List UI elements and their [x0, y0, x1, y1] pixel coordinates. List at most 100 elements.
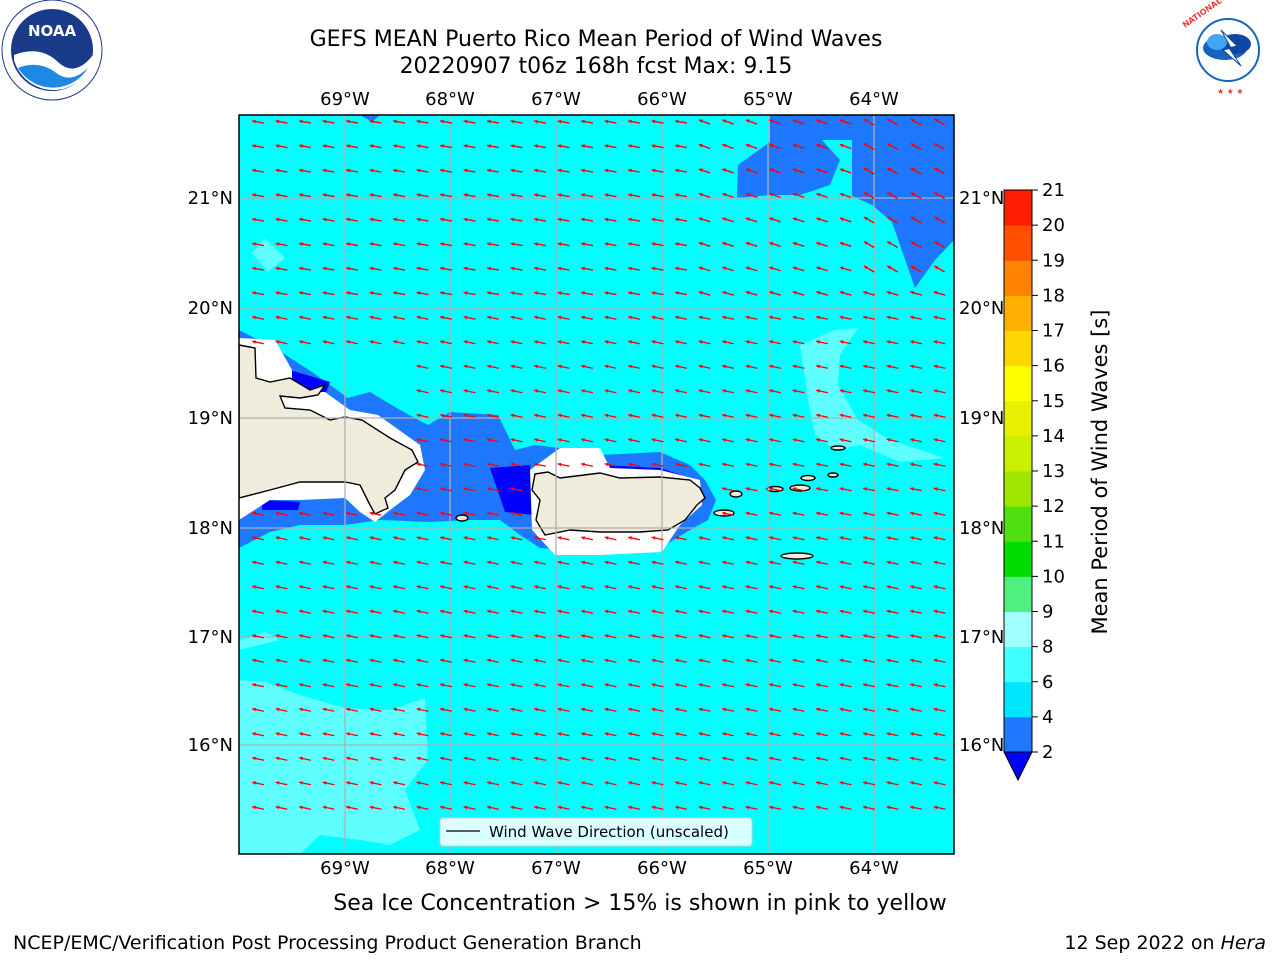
wave-direction-arrow	[792, 462, 805, 467]
wave-direction-arrow	[486, 462, 500, 467]
wave-direction-arrow	[275, 315, 288, 320]
wave-direction-arrow	[627, 585, 641, 590]
wave-direction-arrow	[886, 609, 899, 614]
wave-direction-arrow	[345, 756, 359, 761]
colorbar-label: Mean Period of Wind Waves [s]	[1088, 310, 1112, 635]
wave-direction-arrow	[416, 389, 429, 394]
wave-direction-arrow	[369, 536, 382, 541]
wave-direction-arrow	[580, 389, 594, 394]
wave-direction-arrow	[463, 315, 476, 320]
wave-direction-arrow	[792, 707, 805, 712]
wave-direction-arrow	[345, 168, 359, 173]
wave-direction-arrow	[439, 658, 453, 663]
wave-direction-arrow	[769, 119, 781, 125]
wave-direction-arrow	[322, 340, 335, 345]
wave-direction-arrow	[463, 536, 476, 541]
wave-direction-arrow	[557, 315, 570, 320]
wave-direction-arrow	[651, 609, 664, 614]
wave-direction-arrow	[392, 217, 406, 222]
wave-direction-arrow	[768, 364, 782, 369]
wave-direction-arrow	[510, 536, 523, 541]
wave-direction-arrow	[769, 143, 781, 150]
wave-direction-arrow	[510, 291, 523, 296]
wave-direction-arrow	[792, 290, 805, 296]
wave-direction-arrow	[439, 707, 453, 712]
wave-direction-arrow	[674, 732, 688, 737]
wave-direction-arrow	[510, 805, 523, 810]
wave-direction-arrow	[721, 585, 735, 590]
wave-direction-arrow	[816, 119, 828, 125]
wave-direction-arrow	[416, 609, 429, 614]
wave-direction-arrow	[815, 634, 829, 639]
wave-direction-arrow	[863, 290, 875, 296]
wave-direction-arrow	[298, 781, 312, 786]
wave-direction-arrow	[674, 560, 688, 565]
wave-direction-arrow	[627, 119, 641, 124]
wave-direction-arrow	[533, 413, 547, 418]
wave-direction-arrow	[815, 340, 829, 345]
wave-direction-arrow	[322, 315, 335, 320]
wave-direction-arrow	[486, 340, 500, 345]
wave-direction-arrow	[815, 683, 829, 688]
wave-direction-arrow	[721, 487, 735, 492]
wave-direction-arrow	[510, 756, 523, 761]
wave-direction-arrow	[439, 511, 453, 516]
wave-direction-arrow	[627, 683, 641, 688]
wave-direction-arrow	[792, 364, 805, 369]
wave-direction-arrow	[886, 191, 899, 200]
wave-direction-arrow	[815, 560, 829, 565]
wave-direction-arrow	[510, 119, 523, 124]
wave-direction-arrow	[604, 291, 617, 296]
wave-direction-arrow	[792, 389, 805, 394]
wave-direction-arrow	[627, 438, 641, 443]
colorbar-tick-label: 21	[1042, 180, 1065, 201]
wave-direction-arrow	[627, 266, 641, 271]
wave-direction-arrow	[580, 609, 594, 614]
wave-direction-arrow	[792, 536, 805, 541]
wave-direction-arrow	[674, 291, 688, 296]
wave-direction-arrow	[839, 487, 852, 492]
wave-direction-arrow	[722, 192, 734, 199]
wave-direction-arrow	[416, 242, 429, 247]
wave-direction-arrow	[768, 487, 782, 492]
wave-direction-arrow	[580, 168, 594, 173]
wave-direction-arrow	[416, 781, 429, 786]
wave-direction-arrow	[251, 144, 265, 149]
wave-direction-arrow	[674, 168, 688, 173]
wave-direction-arrow	[839, 511, 852, 516]
wave-direction-arrow	[392, 707, 406, 712]
lon-label-top: 66°W	[637, 89, 687, 110]
wave-direction-arrow	[745, 487, 758, 492]
wave-direction-arrow	[486, 732, 500, 737]
wave-direction-arrow	[909, 487, 923, 492]
wave-direction-arrow	[275, 683, 288, 688]
wave-direction-arrow	[627, 634, 641, 639]
wave-direction-arrow	[839, 266, 852, 272]
lon-label-bottom: 65°W	[743, 858, 793, 879]
colorbar-tick-label: 4	[1042, 707, 1053, 728]
wave-direction-arrow	[862, 683, 876, 688]
wave-direction-arrow	[909, 609, 923, 614]
sea-band-6-8-northwest	[252, 238, 285, 272]
wave-direction-arrow	[910, 265, 922, 273]
wave-direction-arrow	[557, 340, 570, 345]
wave-direction-arrow	[721, 732, 735, 737]
wave-direction-arrow	[909, 683, 923, 688]
wave-direction-arrow	[909, 732, 923, 737]
wave-direction-arrow	[721, 658, 735, 663]
wave-direction-arrow	[627, 462, 641, 467]
sea-ice-note: Sea Ice Concentration > 15% is shown in …	[333, 891, 947, 916]
colorbar-segment	[1004, 225, 1032, 261]
wave-direction-arrow	[792, 560, 805, 565]
wave-direction-arrow	[416, 707, 429, 712]
wave-direction-arrow	[463, 266, 476, 271]
wave-direction-arrow	[486, 364, 500, 369]
wave-direction-arrow	[933, 389, 946, 394]
wave-direction-arrow	[392, 585, 406, 590]
wave-direction-arrow	[557, 168, 570, 173]
wave-direction-arrow	[839, 143, 852, 150]
wave-direction-arrow	[251, 683, 265, 688]
wave-direction-arrow	[580, 315, 594, 320]
wave-direction-arrow	[933, 438, 946, 443]
wave-direction-arrow	[580, 462, 594, 467]
